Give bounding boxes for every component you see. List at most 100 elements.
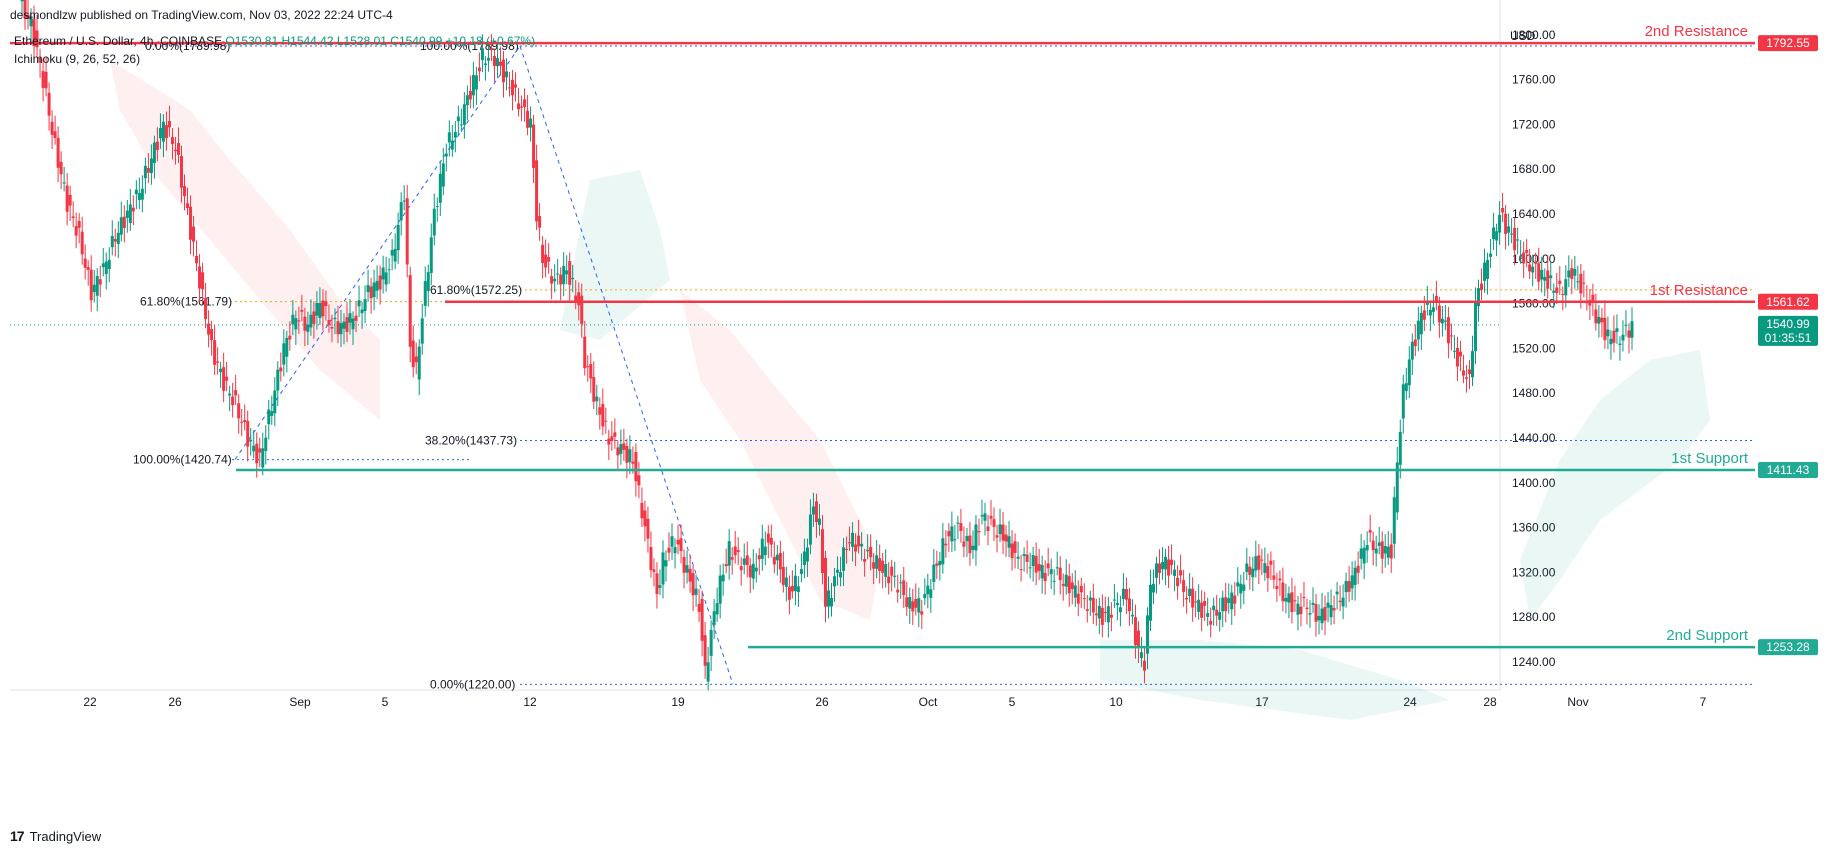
candle-body [1332, 607, 1336, 611]
candle-body [131, 207, 135, 212]
candle-body [1510, 233, 1514, 235]
candle-body [459, 124, 463, 126]
candle-body [676, 539, 680, 545]
candle-body [1115, 602, 1119, 606]
candle-body [694, 588, 698, 595]
candle-body [1203, 600, 1207, 606]
candle-body [1461, 370, 1465, 376]
candle-body [282, 343, 286, 365]
candle-body [905, 597, 909, 607]
candle-body [613, 432, 617, 437]
candle-body [619, 444, 623, 454]
candle-body [911, 601, 915, 612]
candle-body [1055, 567, 1059, 569]
footer-brand: 17 TradingView [10, 828, 101, 844]
candle-body [1254, 556, 1258, 571]
candle-body [62, 182, 66, 184]
candle-body [772, 556, 776, 565]
candle-body [589, 364, 593, 379]
y-tick-label: 1400.00 [1512, 476, 1556, 490]
sr-level-name: 2nd Resistance [1645, 23, 1748, 40]
candle-body [225, 376, 229, 381]
candle-body [1353, 567, 1357, 585]
candle-body [429, 237, 433, 273]
candle-body [1043, 572, 1047, 582]
candle-body [101, 263, 105, 268]
candle-body [453, 132, 457, 138]
candle-body [1130, 614, 1134, 617]
candle-body [1609, 338, 1613, 345]
y-tick-label: 1480.00 [1512, 386, 1556, 400]
ohlc-high: H1544.42 [281, 34, 334, 48]
candle-body [249, 439, 253, 442]
candle-body [164, 125, 168, 139]
candle-body [137, 193, 141, 201]
candle-body [26, 14, 30, 20]
candle-body [339, 323, 343, 335]
candle-body [495, 58, 499, 67]
candle-body [643, 510, 647, 527]
candle-body [697, 603, 701, 612]
candle-body [860, 543, 864, 547]
candle-body [471, 74, 475, 96]
candle-body [20, 0, 24, 2]
candle-body [929, 589, 933, 598]
candle-body [1410, 341, 1414, 360]
candle-body [411, 340, 415, 368]
candle-body [32, 19, 36, 47]
y-tick-label: 1320.00 [1512, 565, 1556, 579]
candle-body [1606, 329, 1610, 337]
candle-body [152, 142, 156, 164]
candle-body [243, 419, 247, 422]
sr-price-label: 1411.43 [1767, 463, 1810, 477]
candle-body [941, 538, 945, 565]
candle-body [357, 300, 361, 307]
candle-body [1127, 598, 1131, 612]
candle-body [604, 420, 608, 422]
candle-body [198, 266, 202, 289]
candle-body [974, 524, 978, 551]
candle-body [848, 542, 852, 544]
candle-body [179, 156, 183, 188]
candle-body [541, 244, 545, 264]
candle-body [971, 545, 975, 550]
candle-body [1185, 597, 1189, 600]
candle-body [535, 160, 539, 222]
y-tick-label: 1760.00 [1512, 73, 1556, 87]
candle-body [784, 577, 788, 587]
candle-body [312, 311, 316, 324]
candle-body [664, 560, 668, 567]
candle-body [950, 526, 954, 542]
current-price-label: 1540.99 [1766, 317, 1810, 331]
candle-body [547, 257, 551, 262]
candle-body [754, 567, 758, 572]
candle-body [408, 275, 412, 347]
candle-body [1139, 652, 1143, 659]
candle-body [204, 298, 208, 320]
candle-body [775, 554, 779, 561]
candle-body [1350, 575, 1354, 589]
countdown-label: 01:35:51 [1765, 331, 1812, 345]
candle-body [1449, 335, 1453, 337]
candle-body [44, 71, 48, 89]
candle-body [1452, 350, 1456, 352]
candle-body [1152, 583, 1156, 593]
candle-body [285, 337, 289, 357]
candle-body [938, 560, 942, 566]
candle-body [1218, 612, 1222, 620]
candle-body [375, 280, 379, 291]
candle-body [1404, 383, 1408, 391]
candle-body [811, 506, 815, 515]
candle-body [1413, 339, 1417, 347]
publisher-line: desmondlzw published on TradingView.com,… [10, 8, 393, 22]
candle-body [1239, 583, 1243, 594]
candle-body [1305, 607, 1309, 610]
candle-body [781, 566, 785, 585]
candle-body [577, 292, 581, 306]
candle-body [80, 231, 84, 255]
candle-body [724, 564, 728, 567]
candle-body [890, 566, 894, 576]
candle-body [378, 275, 382, 290]
candle-body [1513, 227, 1517, 251]
